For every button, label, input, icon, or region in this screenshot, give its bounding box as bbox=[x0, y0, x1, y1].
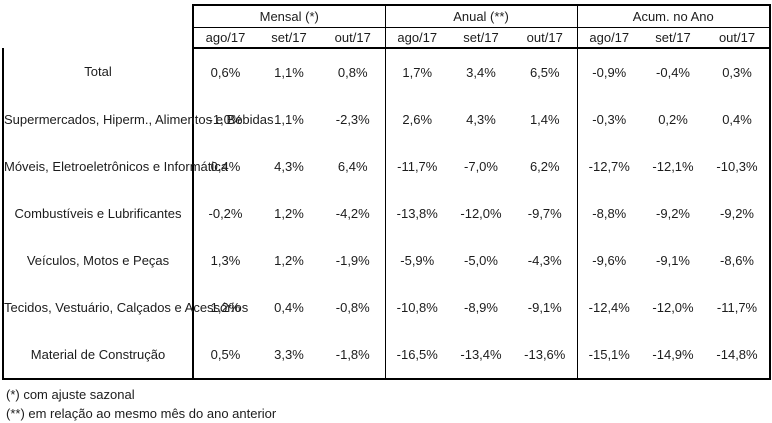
cell-value: 4,3% bbox=[466, 112, 496, 127]
cell-value: -10,3% bbox=[705, 143, 772, 190]
table-row: Supermercados, Hiperm., Alimentos e Bebi… bbox=[2, 96, 772, 143]
month-header-row: ago/17 set/17 out/17 ago/17 set/17 out/1… bbox=[3, 27, 772, 49]
cell-value: -9,7% bbox=[527, 206, 562, 221]
cell-value: 1,1% bbox=[274, 65, 304, 80]
cell-value: -8,9% bbox=[464, 300, 498, 315]
month-header: out/17 bbox=[705, 27, 772, 49]
row-label: Material de Construção bbox=[2, 331, 194, 380]
month-header: ago/17 bbox=[384, 27, 449, 49]
cell-value: -5,0% bbox=[464, 253, 498, 268]
cell-value: -0,2% bbox=[192, 190, 257, 237]
cell-value: 1,7% bbox=[384, 48, 449, 96]
cell-value: -12,7% bbox=[576, 143, 642, 190]
column-group-header-anual: Anual (**) bbox=[385, 4, 578, 28]
cell-value: -1,8% bbox=[321, 331, 385, 380]
cell-value: -12,1% bbox=[652, 159, 694, 174]
group-header-row: Mensal (*) Anual (**) Acum. no Ano bbox=[3, 4, 772, 28]
cell-value: -9,2% bbox=[705, 190, 772, 237]
cell-value: 0,6% bbox=[192, 48, 257, 96]
table-row: Tecidos, Vestuário, Calçados e Acessório… bbox=[2, 284, 772, 331]
cell-value: -4,3% bbox=[527, 253, 562, 268]
cell-value: 6,5% bbox=[529, 65, 560, 80]
footnote: (*) com ajuste sazonal bbox=[6, 387, 135, 402]
header-spacer bbox=[3, 28, 193, 49]
cell-value: -15,1% bbox=[576, 331, 642, 380]
month-header: set/17 bbox=[641, 27, 706, 49]
cell-value: -0,4% bbox=[656, 65, 690, 80]
cell-value: 0,8% bbox=[337, 65, 368, 80]
row-label: Total bbox=[2, 48, 194, 96]
cell-value: 0,4% bbox=[192, 143, 257, 190]
month-header: ago/17 bbox=[192, 27, 257, 49]
cell-value: -8,6% bbox=[705, 237, 772, 284]
cell-value: -8,8% bbox=[576, 190, 642, 237]
month-header: ago/17 bbox=[576, 27, 642, 49]
footnote: (**) em relação ao mesmo mês do ano ante… bbox=[6, 406, 277, 421]
cell-value: -10,8% bbox=[384, 284, 449, 331]
row-label: Supermercados, Hiperm., Alimentos e Bebi… bbox=[2, 96, 274, 143]
cell-value: 6,2% bbox=[529, 159, 560, 174]
table-row: Material de Construção 0,5% 3,3% -1,8% -… bbox=[2, 331, 772, 380]
table-row: Móveis, Eletroeletrônicos e Informática … bbox=[2, 143, 772, 190]
cell-value: 1,2% bbox=[274, 253, 304, 268]
month-header: out/17 bbox=[513, 27, 578, 49]
cell-value: -9,1% bbox=[656, 253, 690, 268]
row-label: Combustíveis e Lubrificantes bbox=[2, 190, 194, 237]
cell-value: -14,8% bbox=[705, 331, 772, 380]
cell-value: -13,6% bbox=[513, 331, 578, 380]
cell-value: 0,4% bbox=[705, 96, 772, 143]
row-label: Veículos, Motos e Peças bbox=[2, 237, 194, 284]
cell-value: -13,4% bbox=[449, 331, 513, 380]
cell-value: 0,5% bbox=[192, 331, 257, 380]
cell-value: 4,3% bbox=[274, 159, 304, 174]
month-header: out/17 bbox=[321, 27, 385, 49]
cell-value: -4,2% bbox=[335, 206, 370, 221]
cell-value: -9,2% bbox=[656, 206, 690, 221]
cell-value: 0,2% bbox=[658, 112, 688, 127]
cell-value: -1,9% bbox=[335, 253, 370, 268]
header-spacer bbox=[3, 5, 193, 28]
cell-value: -5,9% bbox=[384, 237, 449, 284]
cell-value: 0,3% bbox=[705, 48, 772, 96]
cell-value: 1,3% bbox=[192, 237, 257, 284]
footnotes: (*) com ajuste sazonal (**) em relação a… bbox=[6, 385, 772, 423]
row-label: Móveis, Eletroeletrônicos e Informática bbox=[2, 143, 228, 190]
cell-value: 3,4% bbox=[466, 65, 496, 80]
cell-value: 1,2% bbox=[274, 206, 304, 221]
cell-value: 3,3% bbox=[257, 331, 321, 380]
cell-value: -9,1% bbox=[527, 300, 562, 315]
cell-value: 0,4% bbox=[274, 300, 304, 315]
cell-value: -14,9% bbox=[641, 331, 706, 380]
cell-value: -1,0% bbox=[192, 96, 257, 143]
cell-value: 1,2% bbox=[192, 284, 257, 331]
cell-value: -12,4% bbox=[576, 284, 642, 331]
cell-value: 2,6% bbox=[384, 96, 449, 143]
cell-value: -12,0% bbox=[460, 206, 502, 221]
row-label: Tecidos, Vestuário, Calçados e Acessório… bbox=[2, 284, 248, 331]
month-header: set/17 bbox=[449, 27, 513, 49]
cell-value: -12,0% bbox=[652, 300, 694, 315]
cell-value: -11,7% bbox=[705, 284, 772, 331]
table-row: Total 0,6% 1,1% 0,8% 1,7% 3,4% 6,5% -0,9… bbox=[2, 48, 772, 96]
column-group-header-acum: Acum. no Ano bbox=[577, 4, 772, 28]
cell-value: -11,7% bbox=[384, 143, 449, 190]
cell-value: -2,3% bbox=[335, 112, 370, 127]
cell-value: -7,0% bbox=[464, 159, 498, 174]
column-group-header-mensal: Mensal (*) bbox=[192, 4, 386, 28]
cell-value: -16,5% bbox=[384, 331, 449, 380]
cell-value: -9,6% bbox=[576, 237, 642, 284]
cell-value: -0,8% bbox=[335, 300, 370, 315]
table-row: Veículos, Motos e Peças 1,3% 1,2% -1,9% … bbox=[2, 237, 772, 284]
cell-value: 1,1% bbox=[274, 112, 304, 127]
cell-value: -0,3% bbox=[576, 96, 642, 143]
cell-value: -13,8% bbox=[384, 190, 449, 237]
month-header: set/17 bbox=[257, 27, 321, 49]
table-row: Combustíveis e Lubrificantes -0,2% 1,2% … bbox=[2, 190, 772, 237]
cell-value: 1,4% bbox=[529, 112, 560, 127]
cell-value: -0,9% bbox=[576, 48, 642, 96]
retail-stats-table: Mensal (*) Anual (**) Acum. no Ano ago/1… bbox=[2, 4, 772, 380]
cell-value: 6,4% bbox=[337, 159, 368, 174]
